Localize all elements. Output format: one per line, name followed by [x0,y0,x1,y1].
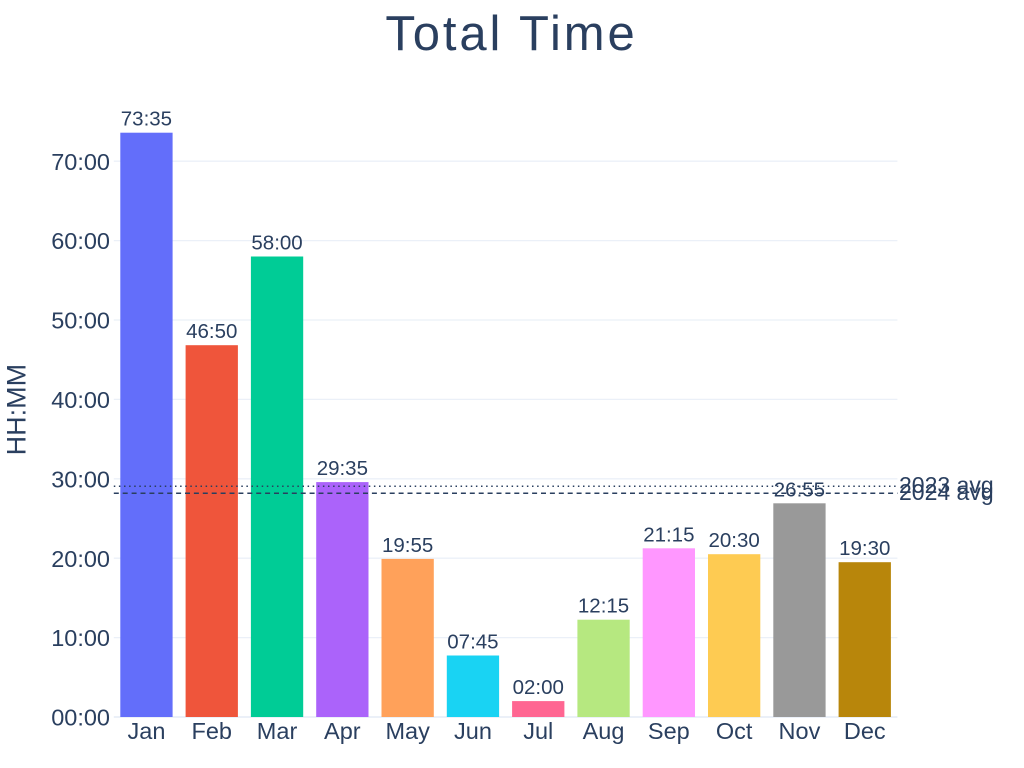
svg-text:40:00: 40:00 [51,387,110,413]
svg-text:2023 avg: 2023 avg [899,472,994,498]
svg-text:Jun: Jun [454,718,492,744]
svg-text:21:15: 21:15 [643,523,694,546]
svg-text:73:35: 73:35 [121,108,172,131]
svg-text:2024 avg: 2024 avg [899,479,994,505]
svg-text:19:55: 19:55 [382,534,433,557]
svg-text:Jul: Jul [523,718,553,744]
svg-text:Apr: Apr [324,718,361,744]
svg-text:Mar: Mar [257,718,298,744]
svg-text:Oct: Oct [716,718,753,744]
svg-text:26:55: 26:55 [774,478,825,501]
svg-text:Feb: Feb [192,718,233,744]
svg-text:Nov: Nov [779,718,821,744]
svg-text:46:50: 46:50 [186,320,237,343]
svg-text:00:00: 00:00 [51,705,110,731]
svg-text:20:00: 20:00 [51,546,110,572]
svg-text:50:00: 50:00 [51,308,110,334]
svg-text:Dec: Dec [844,718,886,744]
svg-text:29:35: 29:35 [317,457,368,480]
svg-text:70:00: 70:00 [51,149,110,175]
svg-text:Total Time: Total Time [385,7,637,61]
svg-text:10:00: 10:00 [51,625,110,651]
svg-text:Aug: Aug [583,718,625,744]
svg-text:Jan: Jan [128,718,166,744]
svg-text:HH:MM: HH:MM [1,364,31,455]
svg-text:02:00: 02:00 [513,676,564,699]
svg-text:60:00: 60:00 [51,228,110,254]
svg-text:12:15: 12:15 [578,595,629,618]
svg-text:20:30: 20:30 [708,529,759,552]
svg-text:58:00: 58:00 [251,232,302,255]
svg-text:19:30: 19:30 [839,537,890,560]
svg-text:07:45: 07:45 [447,631,498,654]
svg-text:May: May [385,718,430,744]
svg-text:Sep: Sep [648,718,690,744]
svg-text:30:00: 30:00 [51,466,110,492]
